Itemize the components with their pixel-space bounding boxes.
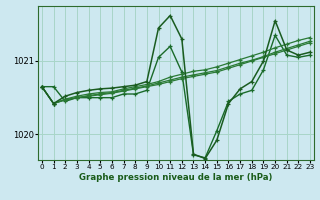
X-axis label: Graphe pression niveau de la mer (hPa): Graphe pression niveau de la mer (hPa) xyxy=(79,173,273,182)
